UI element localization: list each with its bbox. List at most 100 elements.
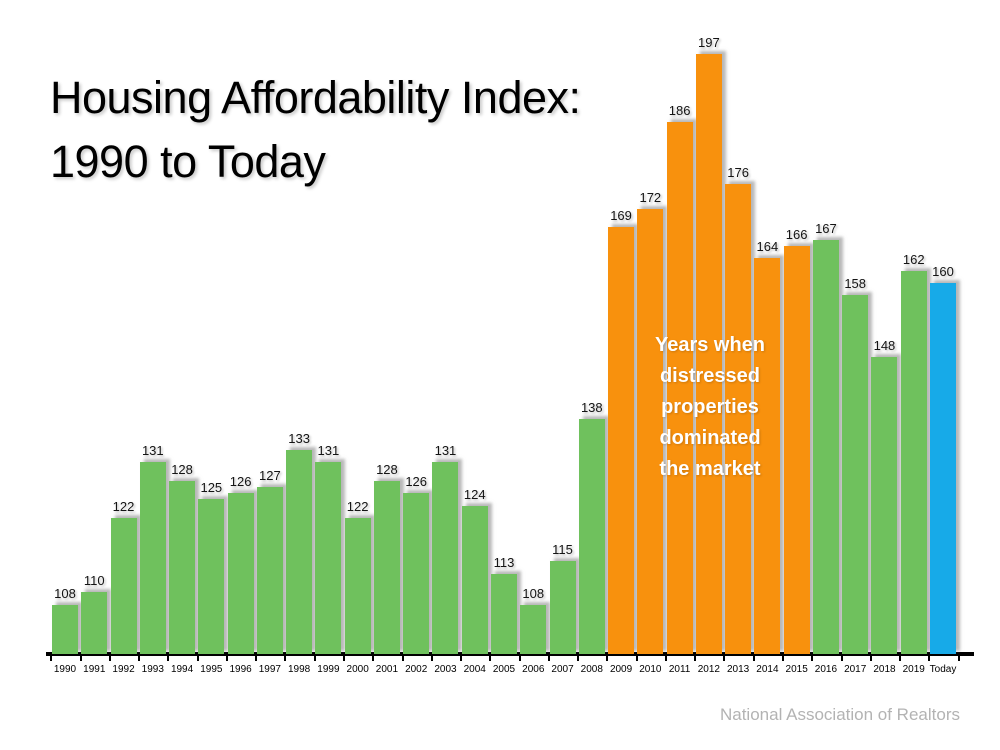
x-label-1994: 1994 [170, 664, 194, 675]
bar-value-1990: 108 [54, 585, 76, 601]
x-label-2003: 2003 [434, 664, 457, 675]
x-label-2001: 2001 [375, 664, 399, 675]
bar-2014 [754, 258, 781, 654]
bar-2007 [549, 561, 576, 654]
axis-tick [635, 656, 638, 661]
bar-1992 [110, 517, 137, 654]
x-label-2019: 2019 [902, 664, 925, 675]
axis-tick [899, 656, 902, 661]
axis-tick [489, 656, 492, 661]
bar-value-2008: 138 [580, 399, 603, 415]
axis-tick [342, 656, 345, 661]
bar-2018 [871, 357, 898, 654]
bar-value-2016: 167 [815, 220, 837, 236]
axis-tick [255, 656, 258, 661]
bar-value-2013: 176 [727, 164, 749, 180]
axis-tick [723, 656, 726, 661]
x-label-1993: 1993 [141, 664, 164, 675]
x-label-1997: 1997 [258, 664, 281, 675]
bar-value-1991: 110 [83, 573, 105, 589]
x-label-2010: 2010 [639, 664, 662, 675]
bar-value-2001: 128 [376, 461, 398, 477]
x-label-2002: 2002 [405, 664, 428, 675]
axis-tick [811, 656, 814, 661]
x-label-1999: 1999 [317, 664, 340, 675]
bar-2001 [373, 480, 400, 654]
bar-value-1998: 133 [288, 430, 310, 446]
bar-today [930, 282, 956, 654]
bar-value-1994: 128 [171, 461, 193, 477]
bar-2004 [461, 505, 488, 654]
x-label-2012: 2012 [697, 664, 720, 675]
axis-tick [401, 656, 404, 661]
bar-value-1997: 127 [259, 468, 281, 483]
axis-tick [928, 656, 931, 661]
axis-tick [664, 656, 667, 661]
bar-value-2000: 122 [346, 498, 369, 514]
bar-2017 [842, 295, 869, 654]
chart-title-line1: Housing Affordability Index: [50, 72, 581, 123]
bar-2009 [608, 227, 635, 654]
bar-value-2012: 197 [698, 35, 720, 51]
source-credit: National Association of Realtors [719, 705, 960, 724]
axis-tick [781, 656, 784, 661]
x-label-1998: 1998 [288, 664, 311, 675]
axis-tick [284, 656, 287, 661]
bar-1990 [52, 604, 78, 654]
axis-tick [752, 656, 755, 661]
chart-title: Housing Affordability Index: 1990 to Tod… [50, 66, 581, 194]
axis-tick [606, 656, 609, 661]
axis-tick [840, 656, 843, 661]
bar-value-2011: 186 [668, 103, 691, 119]
x-label-2006: 2006 [522, 664, 545, 675]
bar-2002 [403, 493, 430, 654]
axis-tick [957, 656, 960, 661]
axis-tick [460, 656, 463, 661]
axis-tick [79, 656, 82, 661]
bar-2019 [900, 270, 927, 654]
bar-value-2003: 131 [434, 443, 457, 459]
x-label-1995: 1995 [200, 664, 223, 675]
x-label-2005: 2005 [492, 664, 516, 675]
bar-2016 [812, 239, 839, 654]
bar-2000 [344, 517, 371, 654]
x-label-2015: 2015 [785, 664, 808, 675]
annotation-text: Years when distressed properties dominat… [654, 333, 766, 480]
bar-value-2018: 148 [873, 338, 896, 354]
bar-value-1992: 122 [112, 498, 135, 514]
x-label-2017: 2017 [844, 664, 867, 675]
x-label-2013: 2013 [727, 664, 750, 675]
bar-2011 [666, 122, 693, 654]
axis-tick [430, 656, 433, 661]
bar-value-2004: 124 [463, 486, 486, 502]
bar-value-2019: 162 [902, 251, 925, 267]
axis-tick [372, 656, 375, 661]
bar-2006 [520, 604, 547, 654]
bar-value-today: 160 [932, 263, 954, 279]
chart-title-line2: 1990 to Today [50, 136, 326, 187]
bar-value-1999: 131 [317, 443, 340, 459]
x-label-2009: 2009 [609, 664, 633, 675]
x-label-2008: 2008 [580, 664, 603, 675]
axis-tick [694, 656, 697, 661]
bar-value-2017: 158 [844, 276, 867, 292]
x-label-1990: 1990 [53, 664, 77, 675]
axis-tick [167, 656, 170, 661]
x-label-2000: 2000 [346, 664, 369, 675]
bar-2005 [491, 573, 517, 654]
axis-tick [50, 656, 53, 661]
x-label-2014: 2014 [756, 664, 779, 675]
bar-1997 [256, 487, 283, 654]
bar-1999 [315, 462, 342, 654]
bar-1998 [286, 449, 313, 654]
bar-value-2015: 166 [785, 226, 808, 242]
bar-value-2005: 113 [493, 554, 515, 570]
bar-value-2010: 172 [639, 189, 662, 205]
x-axis-line [46, 652, 974, 656]
x-label-2018: 2018 [873, 664, 896, 675]
bar-1994 [169, 480, 196, 654]
bar-1995 [198, 499, 225, 654]
bar-value-1993: 131 [141, 443, 164, 459]
bar-value-2007: 115 [552, 542, 573, 558]
